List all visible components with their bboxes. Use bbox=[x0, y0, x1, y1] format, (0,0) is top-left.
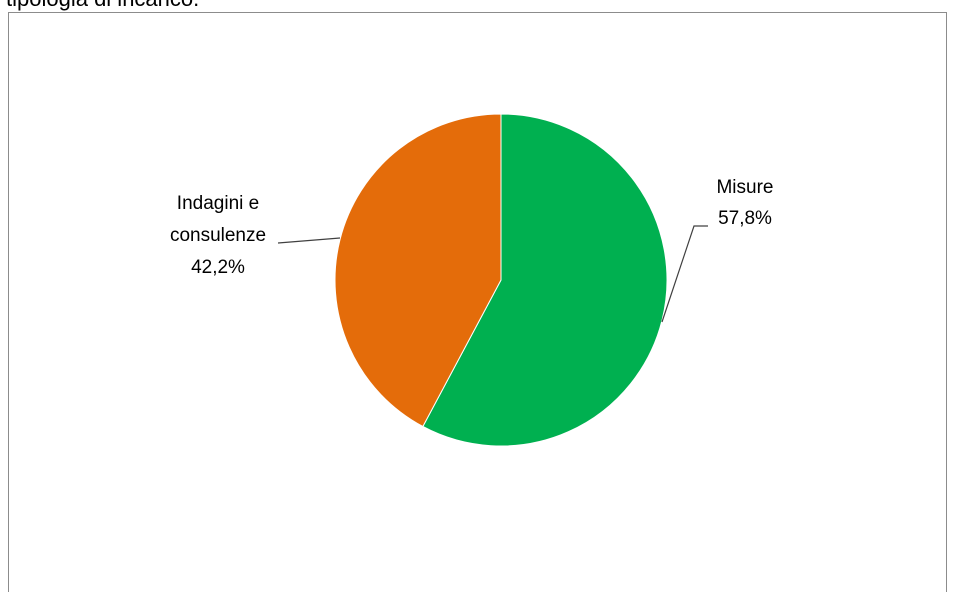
data-label-indagini-value: 42,2% bbox=[191, 257, 245, 278]
figure-caption: tipologia di incarico. bbox=[6, 0, 199, 12]
data-label-indagini-name-line2: consulenze bbox=[170, 225, 266, 246]
leader-line-misure bbox=[661, 225, 708, 323]
data-label-misure-name: Misure bbox=[716, 177, 773, 198]
leader-line-indagini bbox=[277, 237, 341, 244]
data-label-misure-value: 57,8% bbox=[718, 208, 772, 229]
pie-chart: Misure 57,8% Indagini e consulenze 42,2% bbox=[170, 113, 774, 447]
data-label-indagini-name-line1: Indagini e bbox=[177, 193, 259, 214]
pie-slice-indagini-e-consulenze bbox=[334, 113, 502, 428]
